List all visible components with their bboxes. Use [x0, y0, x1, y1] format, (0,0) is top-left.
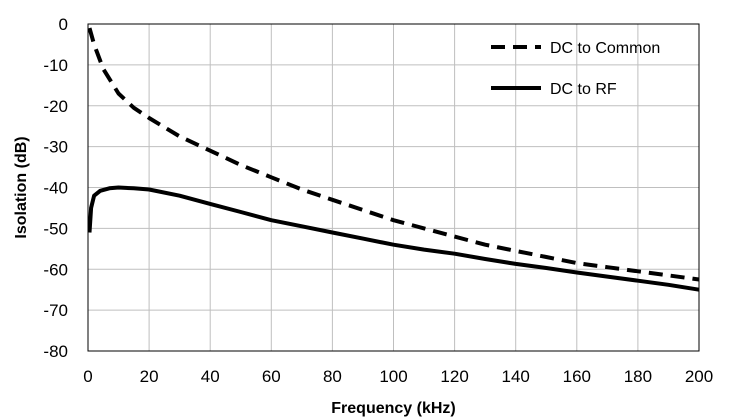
series-layer [87, 27, 700, 292]
y-tick-label: -10 [43, 56, 68, 75]
y-tick-label: -50 [43, 219, 68, 238]
x-tick-label: 160 [563, 367, 591, 386]
x-tick-label: 60 [262, 367, 281, 386]
grid [87, 23, 700, 352]
plot-frame [87, 23, 700, 352]
x-tick-label: 100 [379, 367, 407, 386]
x-tick-labels: 0 20 40 60 80 100 120 140 160 180 200 [83, 367, 713, 386]
legend-label-dc-to-rf: DC to RF [550, 81, 617, 98]
y-tick-label: -40 [43, 179, 68, 198]
x-tick-label: 120 [440, 367, 468, 386]
y-tick-label: -30 [43, 138, 68, 157]
y-tick-label: -70 [43, 301, 68, 320]
x-tick-label: 0 [83, 367, 92, 386]
legend: DC to Common DC to RF [491, 40, 660, 98]
y-axis-title: Isolation (dB) [13, 136, 30, 238]
y-tick-label: -20 [43, 97, 68, 116]
series-line-dc-to-common [87, 27, 700, 282]
y-tick-labels: 0 -10 -20 -30 -40 -50 -60 -70 -80 [43, 15, 68, 361]
x-tick-label: 20 [140, 367, 159, 386]
x-tick-label: 200 [685, 367, 713, 386]
x-tick-label: 180 [624, 367, 652, 386]
x-tick-label: 40 [201, 367, 220, 386]
y-tick-label: 0 [59, 15, 68, 34]
x-axis-title: Frequency (kHz) [331, 400, 455, 417]
series-line-dc-to-rf [87, 185, 700, 292]
y-tick-label: -60 [43, 260, 68, 279]
y-tick-label: -80 [43, 342, 68, 361]
x-tick-label: 140 [502, 367, 530, 386]
legend-label-dc-to-common: DC to Common [550, 40, 660, 57]
x-tick-label: 80 [323, 367, 342, 386]
